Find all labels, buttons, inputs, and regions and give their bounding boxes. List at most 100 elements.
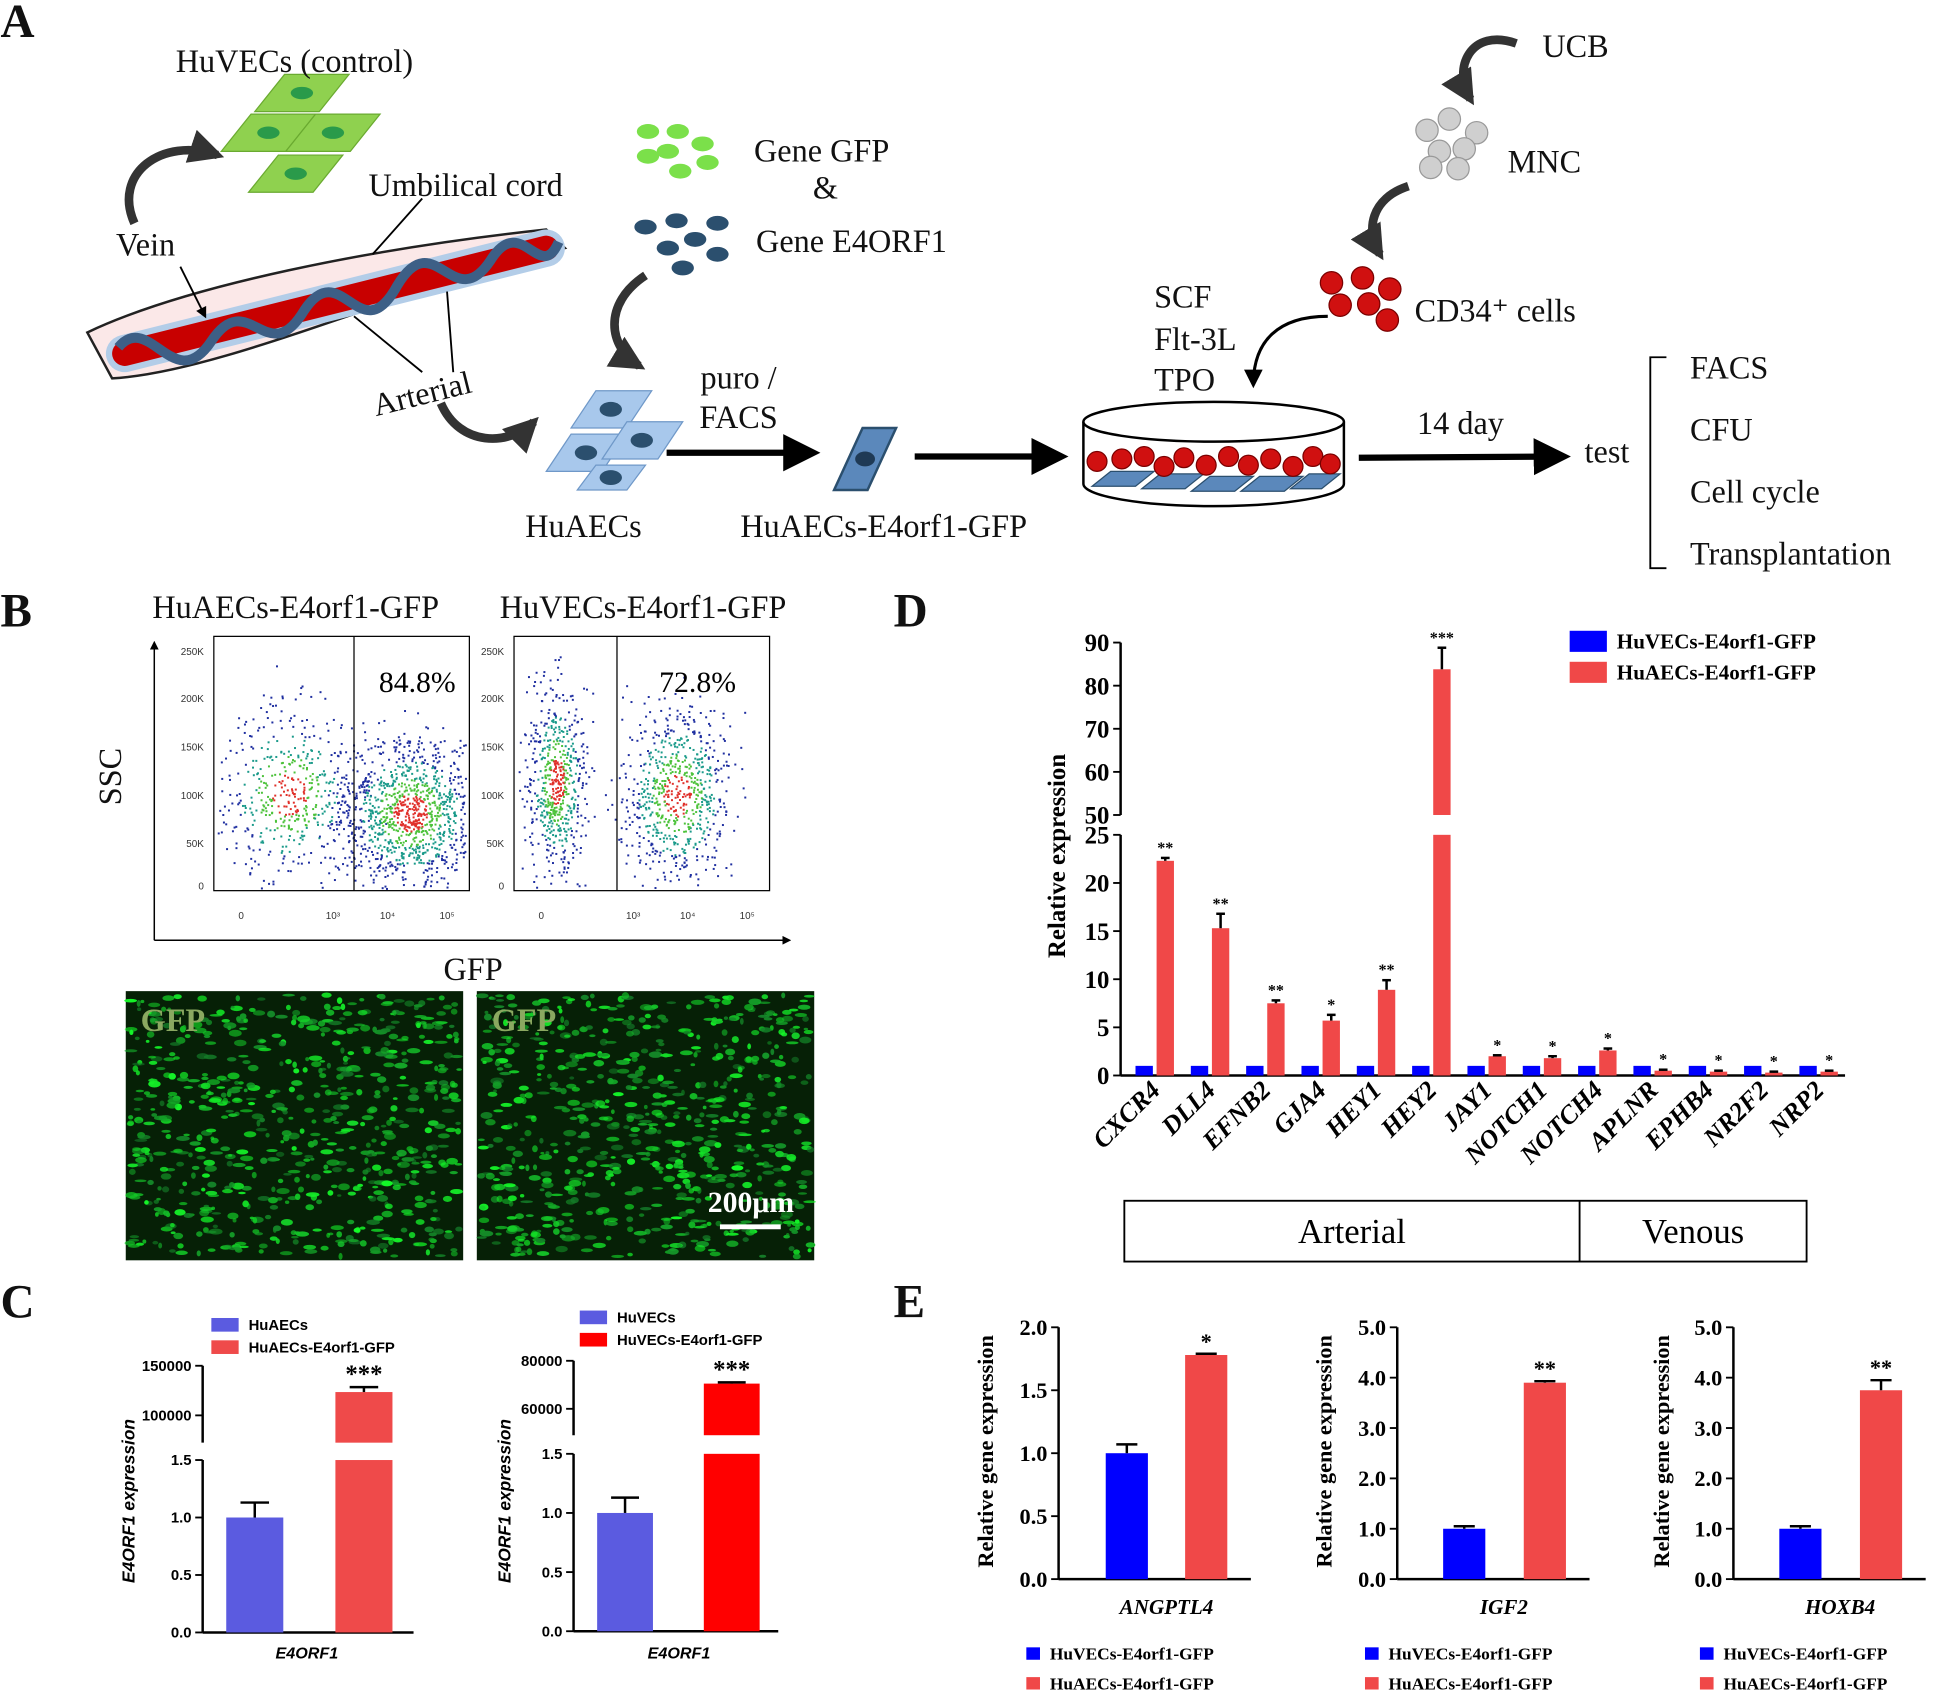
event-dot — [328, 872, 330, 874]
cell — [634, 1231, 647, 1236]
event-dot — [291, 762, 293, 764]
cell — [491, 1184, 501, 1191]
cell — [586, 1211, 593, 1215]
event-dot — [645, 826, 647, 828]
event-dot — [573, 836, 575, 838]
event-dot — [393, 829, 395, 831]
event-dot — [434, 787, 436, 789]
event-dot — [249, 872, 251, 874]
cell — [405, 1174, 410, 1181]
event-dot — [306, 767, 308, 769]
event-dot — [557, 737, 559, 739]
event-dot — [685, 795, 687, 797]
cell — [311, 1119, 316, 1123]
event-dot — [342, 848, 344, 850]
cell — [739, 1120, 749, 1123]
cell — [799, 1118, 810, 1125]
cell — [415, 1202, 427, 1208]
event-dot — [258, 864, 260, 866]
cell — [279, 1061, 283, 1066]
event-dot — [565, 788, 567, 790]
event-dot — [263, 805, 265, 807]
cell — [383, 1248, 387, 1252]
event-dot — [697, 878, 699, 880]
event-dot — [413, 752, 415, 754]
legend-swatch — [1570, 662, 1607, 683]
event-dot — [433, 778, 435, 780]
cell — [660, 1054, 673, 1057]
event-dot — [317, 824, 319, 826]
event-dot — [374, 773, 376, 775]
cell — [392, 1182, 399, 1185]
y-tick-label: 1.5 — [171, 1453, 192, 1469]
event-dot — [401, 857, 403, 859]
event-dot — [659, 855, 661, 857]
event-dot — [592, 721, 594, 723]
e4orf1-cells — [634, 213, 728, 275]
event-dot — [537, 779, 539, 781]
event-dot — [249, 808, 251, 810]
event-dot — [710, 800, 712, 802]
cell — [605, 1041, 617, 1044]
event-dot — [555, 835, 557, 837]
event-dot — [659, 761, 661, 763]
event-dot — [562, 861, 564, 863]
event-dot — [717, 875, 719, 877]
event-dot — [643, 817, 645, 819]
cell — [228, 1113, 237, 1117]
event-dot — [427, 798, 429, 800]
event-dot — [428, 829, 430, 831]
cell — [422, 1164, 433, 1169]
event-dot — [369, 840, 371, 842]
cell — [242, 1060, 250, 1064]
event-dot — [458, 793, 460, 795]
event-dot — [458, 755, 460, 757]
event-dot — [558, 743, 560, 745]
event-dot — [543, 739, 545, 741]
event-dot — [699, 824, 701, 826]
event-dot — [534, 762, 536, 764]
event-dot — [565, 745, 567, 747]
event-dot — [374, 807, 376, 809]
event-dot — [386, 813, 388, 815]
event-dot — [428, 863, 430, 865]
cell — [254, 1232, 263, 1235]
event-dot — [434, 847, 436, 849]
event-dot — [398, 810, 400, 812]
event-dot — [553, 847, 555, 849]
event-dot — [251, 797, 253, 799]
event-dot — [554, 768, 556, 770]
cell — [744, 1004, 754, 1011]
cell — [360, 1122, 365, 1126]
cell — [300, 996, 307, 1001]
event-dot — [661, 742, 663, 744]
event-dot — [287, 777, 289, 779]
event-dot — [675, 814, 677, 816]
cell — [707, 1135, 718, 1138]
event-dot — [685, 812, 687, 814]
event-dot — [571, 830, 573, 832]
event-dot — [395, 746, 397, 748]
event-dot — [368, 790, 370, 792]
event-dot — [439, 756, 441, 758]
event-dot — [551, 796, 553, 798]
event-dot — [402, 772, 404, 774]
event-dot — [674, 810, 676, 812]
event-dot — [350, 820, 352, 822]
event-dot — [261, 812, 263, 814]
event-dot — [397, 830, 399, 832]
event-dot — [552, 788, 554, 790]
event-dot — [401, 853, 403, 855]
bar — [1246, 1066, 1263, 1076]
event-dot — [375, 875, 377, 877]
event-dot — [703, 833, 705, 835]
event-dot — [373, 871, 375, 873]
event-dot — [445, 808, 447, 810]
event-dot — [530, 842, 532, 844]
event-dot — [348, 825, 350, 827]
event-dot — [355, 826, 357, 828]
event-dot — [416, 786, 418, 788]
cell — [572, 1107, 585, 1111]
event-dot — [442, 840, 444, 842]
event-dot — [367, 781, 369, 783]
